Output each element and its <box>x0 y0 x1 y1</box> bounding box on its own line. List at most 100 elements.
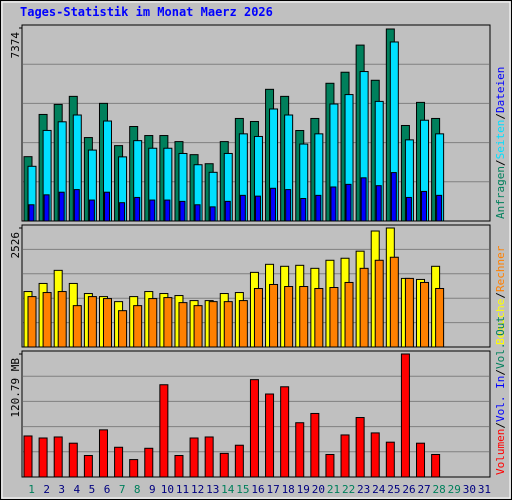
bar <box>315 194 322 222</box>
x-tick-label: 26 <box>402 483 415 496</box>
legend-label: Anfragen <box>494 166 507 219</box>
y-tick-label: 120.79 MB <box>9 358 22 418</box>
bar <box>28 204 35 222</box>
bar <box>355 417 365 478</box>
bar <box>224 200 231 222</box>
bar <box>420 281 430 348</box>
bar <box>134 196 141 222</box>
chart-title: Tages-Statistik im Monat Maerz 2026 <box>20 5 273 19</box>
y-tick-label: 7374 <box>9 32 22 59</box>
bar <box>103 191 110 222</box>
bar <box>284 286 294 348</box>
bar <box>359 267 369 348</box>
x-tick-label: 19 <box>297 483 310 496</box>
bar <box>43 194 50 222</box>
bar <box>239 194 246 222</box>
bar <box>329 287 339 348</box>
x-tick-label: 25 <box>387 483 400 496</box>
bar <box>148 298 158 348</box>
bar <box>87 296 97 348</box>
bar <box>144 447 154 478</box>
bar <box>310 412 320 478</box>
x-tick-label: 1 <box>28 483 35 496</box>
bar <box>344 281 354 348</box>
bar <box>102 298 112 348</box>
x-tick-label: 29 <box>448 483 461 496</box>
legend-label: Vol. Out <box>494 316 507 369</box>
bar <box>208 301 218 348</box>
bar <box>178 302 188 348</box>
bar <box>314 287 324 348</box>
x-tick-label: 6 <box>104 483 111 496</box>
bar <box>189 437 199 478</box>
bar <box>194 204 201 222</box>
bar <box>238 300 248 348</box>
x-tick-label: 10 <box>161 483 174 496</box>
bar <box>285 189 292 222</box>
bar <box>23 435 33 478</box>
bar <box>193 305 203 348</box>
bar <box>265 393 275 478</box>
bar <box>400 353 410 478</box>
x-tick-label: 8 <box>134 483 141 496</box>
bar <box>118 310 128 348</box>
x-tick-label: 12 <box>191 483 204 496</box>
bar <box>68 442 78 478</box>
legend-label: Volumen <box>494 429 507 475</box>
bar <box>58 191 65 222</box>
x-tick-label: 23 <box>357 483 370 496</box>
x-tick-label: 31 <box>478 483 491 496</box>
bar <box>435 287 445 348</box>
x-tick-label: 18 <box>282 483 295 496</box>
bar <box>73 189 80 222</box>
x-tick-label: 2 <box>43 483 50 496</box>
x-tick-label: 20 <box>312 483 325 496</box>
bar <box>27 296 37 348</box>
bar <box>57 291 67 348</box>
bar <box>345 183 352 222</box>
bar <box>300 197 307 222</box>
x-tick-label: 9 <box>149 483 156 496</box>
x-tick-label: 27 <box>417 483 430 496</box>
bar <box>360 177 367 222</box>
bar <box>204 436 214 478</box>
bar <box>370 432 380 478</box>
bar <box>38 437 48 478</box>
bar <box>72 305 82 348</box>
bar <box>325 453 335 478</box>
bar <box>119 202 126 222</box>
bar <box>254 195 261 222</box>
x-tick-label: 5 <box>89 483 96 496</box>
bar <box>295 422 305 478</box>
x-tick-label: 7 <box>119 483 126 496</box>
x-tick-label: 28 <box>433 483 446 496</box>
bar <box>374 259 384 348</box>
bar <box>299 286 309 348</box>
bar <box>404 277 414 348</box>
bar <box>149 199 156 222</box>
legend-separator: / <box>494 113 507 120</box>
bar <box>280 386 290 478</box>
bar <box>129 459 139 478</box>
bar <box>223 301 233 348</box>
x-tick-label: 13 <box>206 483 219 496</box>
bar <box>340 434 350 478</box>
bar <box>164 199 171 222</box>
bar <box>163 297 173 348</box>
y-tick-label: 2526 <box>9 232 22 259</box>
bar <box>179 200 186 222</box>
bar <box>42 292 52 348</box>
legend-separator: / <box>494 292 507 299</box>
bar <box>174 455 184 478</box>
bar <box>269 283 279 348</box>
bar <box>405 196 412 222</box>
x-tick-label: 4 <box>74 483 81 496</box>
bar <box>98 429 108 478</box>
bar <box>330 186 337 222</box>
legend-label: Dateien <box>494 67 507 113</box>
bar <box>375 185 382 222</box>
bar <box>436 194 443 222</box>
bar <box>416 442 426 478</box>
